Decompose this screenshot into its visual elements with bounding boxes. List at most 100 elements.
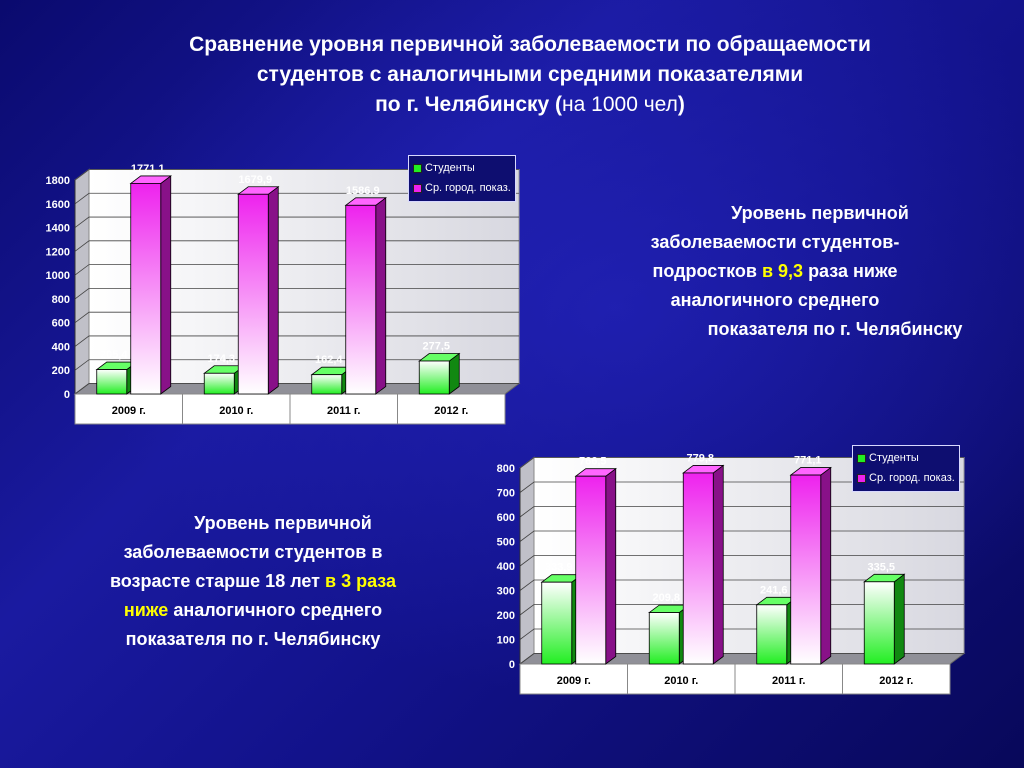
legend-item: Студенты: [857, 448, 955, 468]
bar-students: [310, 366, 353, 395]
x-tick-label: 2010 г.: [664, 675, 698, 687]
note-top-line-5: показателя по г. Челябинску: [707, 319, 963, 339]
bar-front: [345, 204, 377, 395]
bar-front: [756, 604, 788, 665]
bar-city-average: [682, 464, 725, 665]
bar-front: [541, 581, 573, 665]
bar-side: [267, 185, 279, 395]
data-label: 209,8: [652, 592, 680, 604]
bar-front: [575, 475, 607, 665]
bar-front: [237, 193, 269, 395]
data-label: 174,3: [207, 353, 235, 365]
y-tick-label: 1800: [46, 175, 70, 187]
data-label: 205,4: [100, 349, 128, 361]
note-bottom-line-1: Уровень первичной: [194, 513, 372, 533]
note-bottom-line-3: возрасте старше 18 лет в 3 раза: [58, 567, 448, 596]
y-tick-label: 1400: [46, 223, 70, 235]
data-label: 333,9: [545, 562, 573, 574]
note-bottom-line-4: ниже аналогичного среднего: [58, 596, 448, 625]
legend-chart-1: Студенты Ср. город. показ.: [408, 155, 516, 202]
legend-label: Ср. город. показ.: [425, 182, 511, 194]
legend-label: Студенты: [425, 162, 475, 174]
y-tick-label: 200: [497, 610, 515, 622]
bar-side: [820, 466, 832, 665]
gridline: [74, 192, 519, 205]
legend-item: Ср. город. показ.: [857, 468, 955, 488]
y-tick-label: 600: [52, 318, 70, 330]
plot-side-wall: [74, 168, 90, 395]
x-tick-label: 2011 г.: [327, 405, 360, 417]
note-bottom-line-4b: аналогичного среднего: [168, 600, 383, 620]
legend-swatch: [857, 473, 866, 483]
note-top-line-3: подростков в 9,3 раза ниже: [550, 257, 1000, 286]
chart-adult-students: 0 100 200 300 400 500 600 700 800 2009 г. 2010 г. 2…: [497, 452, 966, 695]
data-label: 1586,9: [346, 185, 380, 197]
y-tick-label: 100: [497, 635, 515, 647]
bar-front: [96, 369, 128, 395]
legend-swatch: [857, 453, 866, 463]
data-label: 277,5: [422, 341, 450, 353]
x-tick-label: 2012 г.: [434, 405, 468, 417]
page-title: Сравнение уровня первичной заболеваемост…: [60, 30, 1000, 120]
legend-swatch: [413, 163, 422, 173]
data-label: 241,6: [760, 584, 788, 596]
bar-front: [790, 474, 822, 665]
note-top-line-1: Уровень первичной: [731, 203, 909, 223]
note-top-line-3a: подростков: [652, 261, 762, 281]
title-line-3-close: ): [677, 93, 685, 116]
bar-front: [311, 374, 343, 395]
bar-front: [863, 581, 895, 665]
y-tick-label: 1200: [46, 246, 70, 258]
legend-item: Студенты: [413, 158, 511, 178]
y-tick-label: 1600: [46, 199, 70, 211]
x-tick-label: 2011 г.: [772, 675, 805, 687]
y-tick-label: 400: [52, 341, 70, 353]
data-label: 766,5: [579, 456, 607, 468]
legend-chart-2: Студенты Ср. город. показ.: [852, 445, 960, 492]
bar-side: [712, 464, 724, 665]
legend-swatch: [413, 183, 422, 193]
bar-city-average: [129, 175, 172, 395]
x-tick-label: 2012 г.: [879, 675, 913, 687]
note-teen-students: Уровень первичной заболеваемости студент…: [610, 199, 1000, 344]
bar-side: [893, 573, 905, 665]
y-tick-label: 800: [52, 294, 70, 306]
legend-label: Ср. город. показ.: [869, 472, 955, 484]
data-label: 1679,9: [238, 174, 272, 186]
note-top-line-2: заболеваемости студентов-: [650, 232, 900, 252]
data-label: 1771,1: [131, 163, 165, 175]
gridline: [74, 169, 519, 181]
y-tick-label: 300: [497, 586, 515, 598]
title-line-2: студентов с аналогичными средними показа…: [256, 63, 804, 86]
bar-front: [682, 472, 714, 665]
x-tick-label: 2009 г.: [112, 405, 146, 417]
note-bottom-highlight-1: в 3 раза: [325, 571, 397, 591]
y-tick-label: 700: [497, 488, 515, 500]
data-label: 771,1: [794, 455, 822, 467]
bar-side: [375, 197, 387, 395]
note-adult-students: Уровень первичной заболеваемости студент…: [58, 509, 448, 654]
data-label: 335,5: [867, 561, 895, 573]
data-label: 162,4: [315, 354, 343, 366]
y-tick-label: 1000: [46, 270, 70, 282]
bar-students: [863, 573, 906, 665]
legend-label: Студенты: [869, 452, 919, 464]
note-top-line-4: аналогичного среднего: [670, 290, 880, 310]
bar-city-average: [789, 466, 832, 665]
bar-front: [130, 183, 162, 395]
title-line-3-bold: по г. Челябинску (: [375, 93, 563, 116]
x-tick-label: 2009 г.: [557, 675, 591, 687]
note-bottom-line-3a: возрасте старше 18 лет: [109, 571, 325, 591]
bar-side: [160, 175, 172, 395]
note-top-highlight: в 9,3: [761, 261, 804, 281]
y-tick-label: 500: [497, 537, 515, 549]
data-label: 779,8: [686, 452, 714, 464]
legend-item: Ср. город. показ.: [413, 178, 511, 198]
title-line-3: по г. Челябинску (на 1000 чел): [60, 90, 1000, 120]
y-tick-label: 200: [52, 365, 70, 377]
bar-city-average: [344, 197, 387, 395]
title-unit: на 1000 чел: [562, 93, 678, 116]
note-bottom-line-5: показателя по г. Челябинску: [125, 629, 381, 649]
x-tick-label: 2010 г.: [219, 405, 253, 417]
bar-city-average: [237, 185, 280, 395]
